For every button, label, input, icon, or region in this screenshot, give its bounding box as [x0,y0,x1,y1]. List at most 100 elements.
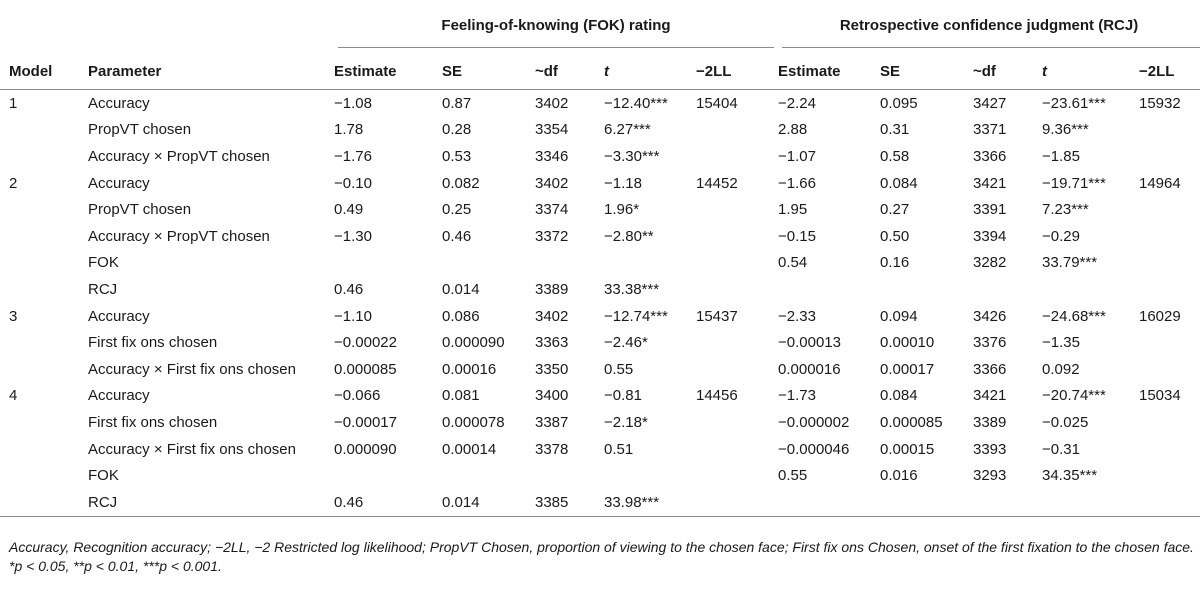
rcj-t-cell: 33.79*** [1042,254,1098,272]
rcj-df-cell: 3282 [973,254,1007,272]
rcj-2ll-cell [1139,143,1200,170]
fok-estimate-cell: −1.76 [334,147,372,165]
fok-2ll-cell [696,223,778,250]
rcj-df-cell [973,276,1042,303]
rcj-2ll-cell [1139,117,1200,144]
table-row: Accuracy × First fix ons chosen 0.000090… [0,436,1200,463]
fok-df-cell: 3402 [535,174,569,192]
fok-2ll-cell: 15437 [696,307,738,325]
model-cell [0,117,88,144]
rcj-se-cell: 0.094 [880,307,918,325]
fok-2ll-cell [696,356,778,383]
fok-df-cell: 3385 [535,488,604,517]
fok-2ll-cell [696,462,778,489]
model-cell [0,462,88,489]
rcj-estimate-cell: −1.66 [778,174,816,192]
fok-df-cell: 3346 [535,147,569,165]
header-rcj-se: SE [880,56,973,90]
table-row: 2 Accuracy −0.10 0.082 3402 −1.18 14452 … [0,170,1200,197]
table-footnotes: Accuracy, Recognition accuracy; −2LL, −2… [9,538,1194,576]
parameter-cell: FOK [88,254,119,272]
rcj-estimate-cell: −2.24 [778,94,816,112]
fok-se-cell: 0.46 [442,227,472,245]
fok-2ll-cell [696,329,778,356]
table-row: Accuracy × PropVT chosen −1.30 0.46 3372… [0,223,1200,250]
column-header-row: Model Parameter Estimate SE ~df t −2LL E… [0,56,1200,90]
fok-df-cell: 3363 [535,334,569,352]
rcj-df-cell: 3376 [973,334,1007,352]
model-cell [0,276,88,303]
fok-df-cell: 3389 [535,280,569,298]
fok-t-cell: −2.18* [604,413,648,431]
rcj-t-cell: 0.092 [1042,360,1080,378]
fok-t-cell: 0.51 [604,440,634,458]
model-cell: 3 [9,307,18,325]
fok-2ll-cell: 14452 [696,174,738,192]
rcj-df-cell: 3366 [973,360,1007,378]
fok-se-cell: 0.082 [442,174,480,192]
table-row: Accuracy × PropVT chosen −1.76 0.53 3346… [0,143,1200,170]
header-fok-t: t [604,56,696,90]
fok-df-cell: 3402 [535,307,569,325]
fok-t-cell: −2.46* [604,334,648,352]
fok-estimate-cell: −0.00017 [334,413,397,431]
fok-se-cell: 0.086 [442,307,480,325]
rcj-se-cell: 0.50 [880,227,910,245]
table-row: PropVT chosen 0.49 0.25 3374 1.96* 1.95 … [0,196,1200,223]
group-header-row: Feeling-of-knowing (FOK) rating Retrospe… [0,0,1200,56]
fok-estimate-cell: −1.30 [334,227,372,245]
header-fok-se: SE [442,56,535,90]
rcj-df-cell: 3394 [973,227,1007,245]
fok-t-cell: 0.55 [604,360,634,378]
fok-2ll-cell [696,196,778,223]
header-fok-df: ~df [535,56,604,90]
rcj-se-cell: 0.31 [880,121,910,139]
fok-estimate-cell [334,250,442,277]
model-cell [0,409,88,436]
rcj-2ll-cell [1139,223,1200,250]
table-row: 3 Accuracy −1.10 0.086 3402 −12.74*** 15… [0,303,1200,330]
fok-estimate-cell: −0.10 [334,174,372,192]
rcj-2ll-cell: 15932 [1139,94,1181,112]
rcj-estimate-cell: −0.000002 [778,413,850,431]
rcj-se-cell: 0.27 [880,201,910,219]
fok-group-header: Feeling-of-knowing (FOK) rating [334,0,778,56]
fok-2ll-cell [696,488,778,517]
fok-2ll-cell [696,117,778,144]
parameter-cell: Accuracy × PropVT chosen [88,227,270,245]
model-cell: 2 [9,174,18,192]
fok-2ll-cell: 14456 [696,387,738,405]
rcj-t-cell: −1.85 [1042,147,1080,165]
header-rcj-estimate: Estimate [778,56,880,90]
significance-footnote: *p < 0.05, **p < 0.01, ***p < 0.001. [9,558,222,574]
rcj-se-cell: 0.00015 [880,440,935,458]
fok-t-cell: −2.80** [604,227,654,245]
model-cell [0,356,88,383]
header-rcj-df: ~df [973,56,1042,90]
rcj-t-cell: −19.71*** [1042,174,1106,192]
rcj-2ll-cell [1139,462,1200,489]
parameter-cell: Accuracy × PropVT chosen [88,147,270,165]
model-cell: 4 [9,387,18,405]
fok-se-cell: 0.25 [442,201,472,219]
rcj-2ll-cell: 16029 [1139,307,1181,325]
rcj-df-cell: 3389 [973,413,1007,431]
fok-df-cell: 3372 [535,227,569,245]
fok-estimate-cell: −1.10 [334,307,372,325]
rcj-estimate-cell: −2.33 [778,307,816,325]
rcj-estimate-cell [778,276,880,303]
fok-2ll-cell [696,250,778,277]
model-cell [0,143,88,170]
parameter-cell: Accuracy [88,94,150,112]
rcj-group-header: Retrospective confidence judgment (RCJ) [778,0,1200,56]
rcj-df-cell: 3371 [973,121,1007,139]
model-cell: 1 [9,94,18,112]
fok-se-cell [442,250,535,277]
fok-t-cell: 33.38*** [604,280,660,298]
rcj-se-cell: 0.58 [880,147,910,165]
rcj-df-cell: 3366 [973,147,1007,165]
table-row: FOK 0.54 0.16 3282 33.79*** [0,250,1200,277]
fok-estimate-cell: 0.46 [334,488,442,517]
rcj-t-cell: 9.36*** [1042,121,1089,139]
